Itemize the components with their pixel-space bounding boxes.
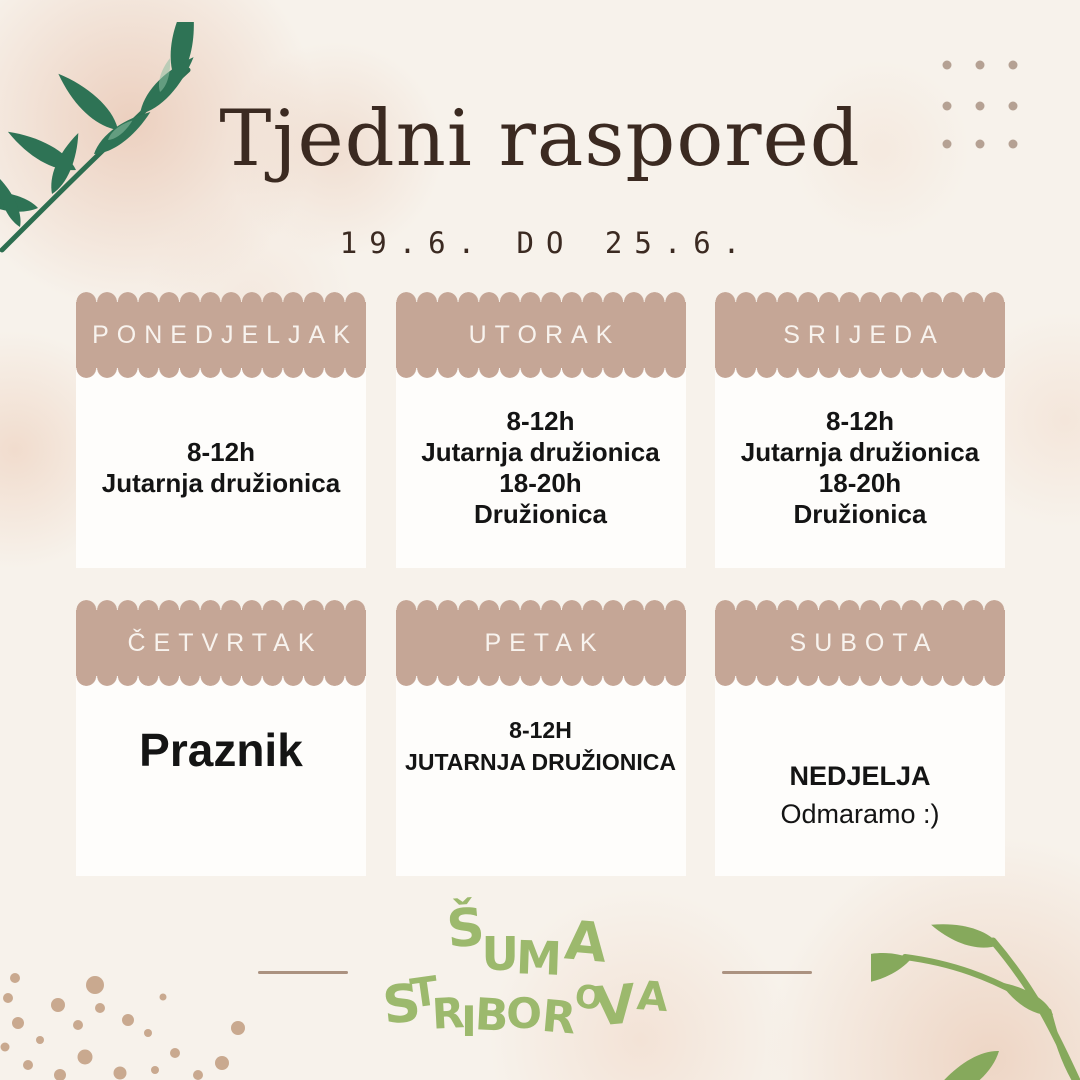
divider-right: [722, 971, 812, 974]
day-card-petak: PETAK 8-12H JUTARNJA DRUŽIONICA: [395, 600, 686, 876]
logo-letter: O: [572, 976, 602, 1018]
poster-title: Tjedni raspored: [219, 94, 861, 184]
logo-letter: M: [514, 930, 560, 986]
day-body: 8-12H JUTARNJA DRUŽIONICA: [395, 676, 686, 876]
logo-letter: A: [635, 973, 667, 1021]
schedule-line: Praznik: [139, 724, 303, 776]
day-card-subota: SUBOTA NEDJELJA Odmaramo :): [715, 600, 1005, 876]
day-header: UTORAK: [395, 292, 686, 378]
schedule-line: Družionica: [793, 499, 927, 529]
logo-letter: I: [461, 997, 477, 1046]
day-header: PETAK: [395, 600, 686, 686]
logo-letter: R: [539, 990, 576, 1045]
logo-letter: V: [591, 972, 636, 1039]
schedule-line: Odmaramo :): [780, 799, 940, 829]
day-body: 8-12h Jutarnja družionica: [76, 368, 366, 568]
logo-letter: U: [481, 927, 518, 981]
logo-line-2: STRIBOROVA: [379, 968, 669, 1046]
logo-line-1: ŠUMA: [444, 896, 606, 986]
logo-letter: B: [473, 989, 507, 1042]
schedule-line: JUTARNJA DRUŽIONICA: [405, 749, 676, 775]
day-name: ČETVRTAK: [127, 629, 323, 657]
schedule-line: 18-20h: [499, 468, 582, 498]
schedule-line: 18-20h: [818, 468, 902, 498]
leaf-branch-bottom-right-icon: [871, 904, 1080, 1080]
schedule-line: Jutarnja družionica: [101, 468, 341, 498]
day-card-ponedjeljak: PONEDJELJAK 8-12h Jutarnja družionica: [76, 292, 366, 568]
schedule-grid: PONEDJELJAK 8-12h Jutarnja družionica UT…: [76, 292, 1005, 876]
schedule-line: Jutarnja družionica: [421, 437, 660, 467]
schedule-line: Jutarnja družionica: [740, 437, 980, 467]
day-card-srijeda: SRIJEDA 8-12h Jutarnja družionica 18-20h…: [715, 292, 1005, 568]
day-body: 8-12h Jutarnja družionica 18-20h Družion…: [715, 368, 1005, 568]
logo-letter: T: [408, 968, 439, 1018]
logo-letter: Š: [444, 897, 485, 961]
schedule-line: 8-12h: [506, 406, 575, 436]
logo-letter: R: [430, 988, 463, 1039]
day-name: SRIJEDA: [783, 321, 945, 349]
day-header: SUBOTA: [715, 600, 1005, 686]
logo-letter: O: [506, 989, 542, 1038]
day-header: ČETVRTAK: [76, 600, 366, 686]
day-name: SUBOTA: [789, 629, 939, 657]
day-body: Praznik: [76, 676, 366, 876]
schedule-line: 8-12H: [509, 717, 572, 743]
logo-letter: A: [561, 908, 607, 975]
logo-letter: S: [379, 973, 421, 1037]
day-card-cetvrtak: ČETVRTAK Praznik: [76, 600, 366, 876]
dot-scatter-icon: [0, 973, 245, 1080]
schedule-line: NEDJELJA: [789, 761, 931, 791]
day-name: UTORAK: [468, 321, 621, 349]
schedule-line: 8-12h: [187, 437, 255, 467]
day-header: SRIJEDA: [715, 292, 1005, 378]
divider-left: [258, 971, 348, 974]
day-body: 8-12h Jutarnja družionica 18-20h Družion…: [395, 368, 686, 568]
schedule-line: Družionica: [474, 499, 607, 529]
day-card-utorak: UTORAK 8-12h Jutarnja družionica 18-20h …: [395, 292, 686, 568]
day-name: PETAK: [484, 629, 605, 657]
date-range: 19.6. DO 25.6.: [339, 226, 753, 260]
day-name: PONEDJELJAK: [92, 321, 358, 349]
schedule-line: 8-12h: [826, 406, 894, 436]
day-header: PONEDJELJAK: [76, 292, 366, 378]
day-body: NEDJELJA Odmaramo :): [715, 676, 1005, 876]
